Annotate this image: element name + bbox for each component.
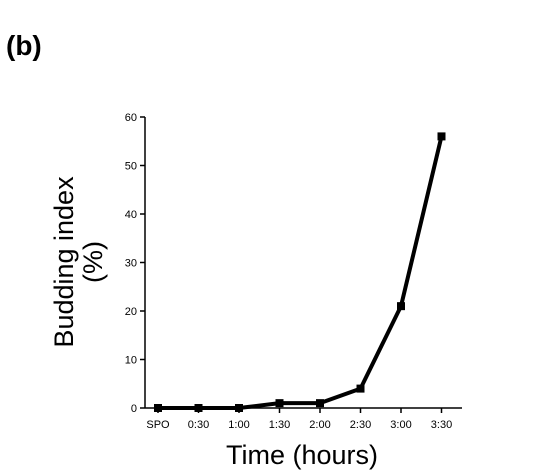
y-tick-label: 30 (125, 258, 137, 270)
x-tick-label: 3:00 (390, 419, 411, 431)
x-axis-title: Time (hours) (226, 440, 378, 470)
x-tick-label: 2:00 (309, 419, 330, 431)
x-tick-label: 2:30 (350, 419, 371, 431)
panel-label: (b) (6, 30, 42, 61)
data-point-marker (437, 132, 446, 141)
data-point-marker (397, 302, 405, 311)
x-tick-label: 1:30 (269, 419, 290, 431)
series-line (158, 135, 444, 410)
data-point-marker (154, 404, 162, 412)
x-tick-label: 1:00 (228, 419, 249, 431)
y-tick-label: 50 (125, 161, 137, 173)
y-tick-label: 10 (125, 355, 137, 367)
y-axis-title-line1: Budding index (49, 176, 79, 348)
x-axis: SPO 0:30 1:00 1:30 2:00 2:30 3:00 3:30 (145, 407, 462, 431)
data-point-marker (316, 399, 324, 408)
y-axis: 0 10 20 30 40 50 60 (125, 112, 146, 415)
data-point-marker (194, 404, 203, 412)
y-tick-label: 40 (125, 209, 137, 221)
y-tick-label: 60 (125, 112, 137, 124)
x-tick-label: SPO (146, 419, 170, 431)
x-tick-label: 0:30 (188, 419, 209, 431)
data-point-marker (235, 404, 243, 412)
x-tick-label: 3:30 (431, 419, 452, 431)
series-group (154, 132, 446, 412)
y-tick-label: 20 (125, 306, 137, 318)
y-axis-title-line2: (%) (78, 241, 108, 283)
data-point-marker (275, 399, 284, 408)
y-tick-label: 0 (131, 403, 137, 415)
data-point-marker (356, 384, 365, 393)
